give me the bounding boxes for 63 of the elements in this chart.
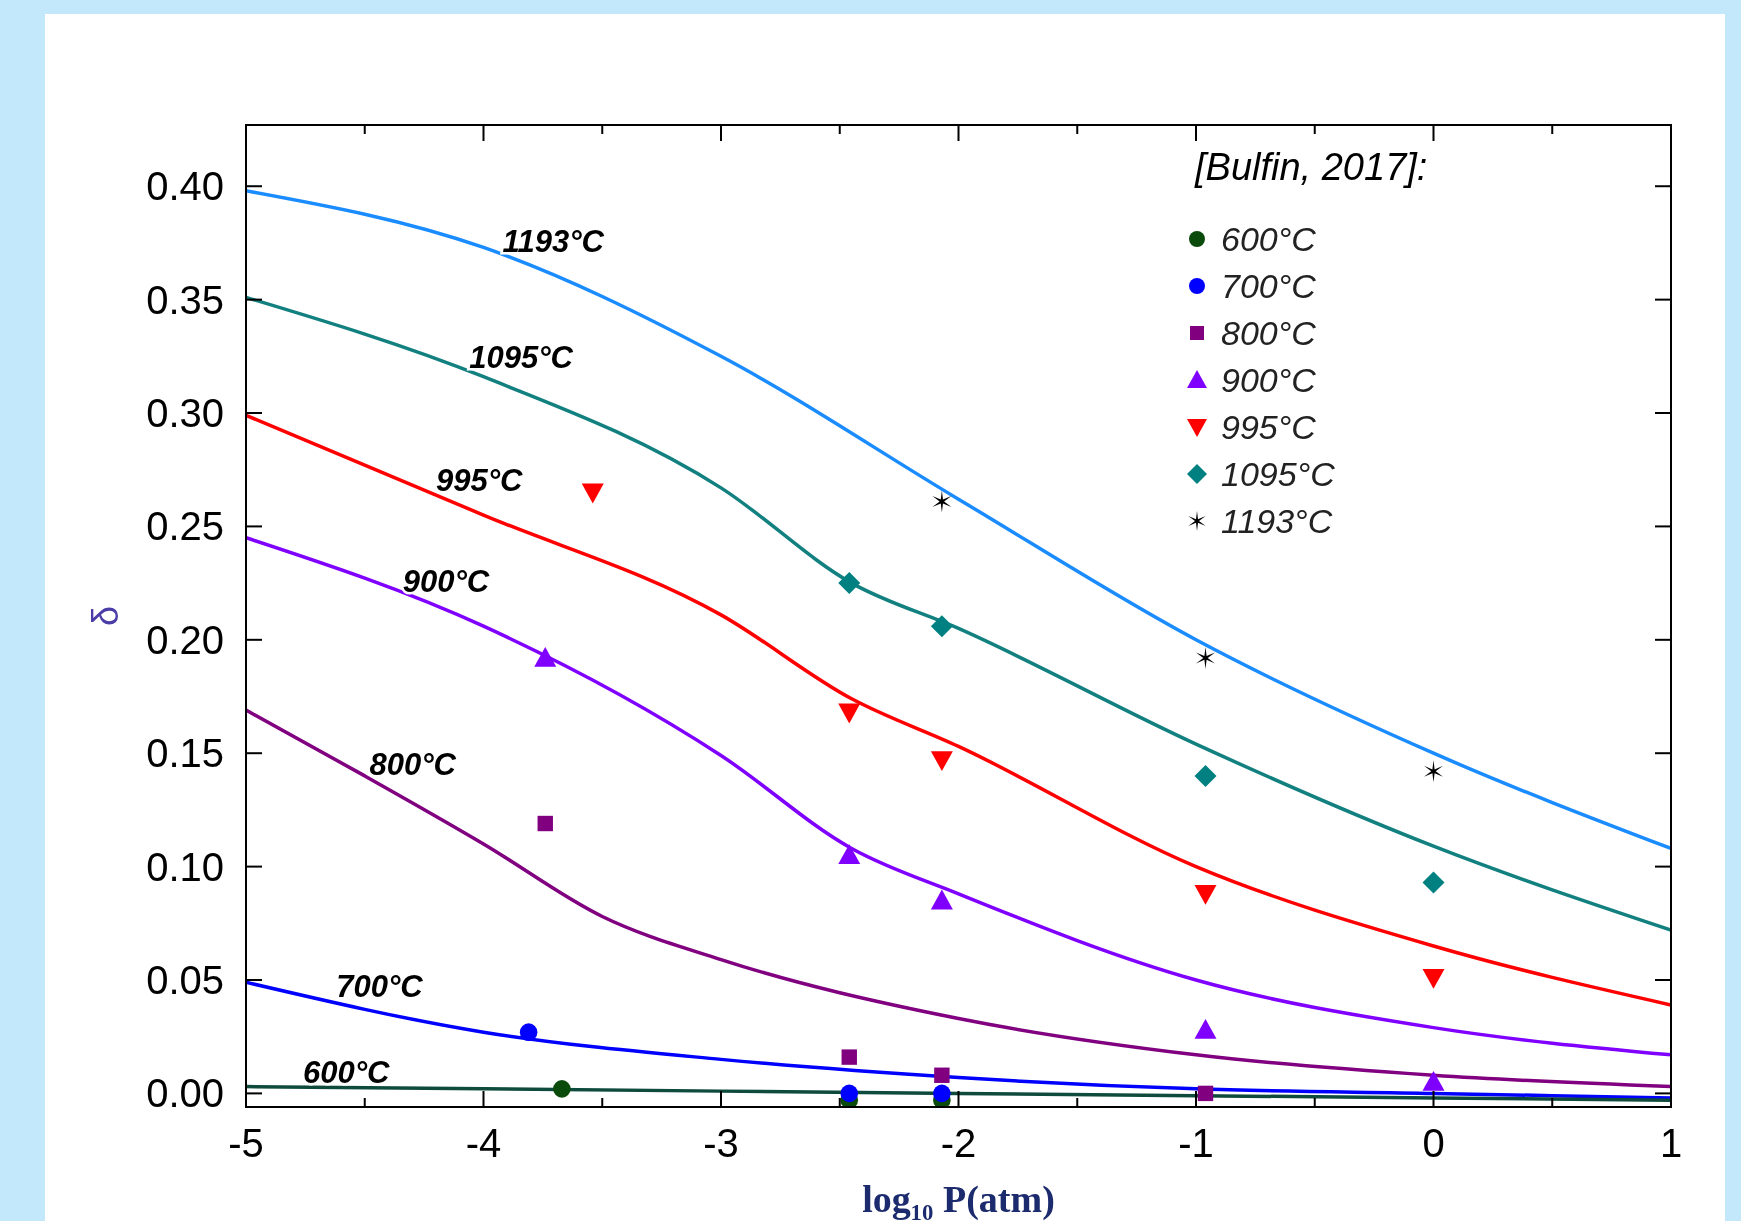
x-axis-title: log₁₀ P(atm) <box>862 1178 1055 1221</box>
annotation: 600°C <box>303 1055 391 1091</box>
point <box>553 1080 571 1098</box>
point <box>534 646 557 667</box>
x-tick-label: -1 <box>1178 1121 1214 1165</box>
x-tick-label: -4 <box>465 1121 502 1165</box>
annotation: 1095°C <box>469 339 574 375</box>
annotation: 700°C <box>336 969 424 1005</box>
point <box>930 615 953 638</box>
y-tick-label: 0.15 <box>146 731 224 776</box>
x-tick-label: -2 <box>940 1121 977 1165</box>
point <box>838 703 861 724</box>
y-tick-label: 0.25 <box>146 504 224 549</box>
legend-label: 700°C <box>1221 266 1317 305</box>
annotation: 800°C <box>369 746 457 782</box>
line-series <box>246 189 1671 851</box>
legend-label: 600°C <box>1221 219 1317 258</box>
point <box>838 844 861 865</box>
y-tick-label: 0.35 <box>146 277 224 322</box>
annotation: 1193°C <box>502 224 605 260</box>
point <box>930 751 953 772</box>
y-tick-label: 0.10 <box>146 844 224 889</box>
legend-title: [Bulfin, 2017]: <box>1194 146 1428 188</box>
line-series <box>246 708 1671 1089</box>
point <box>1423 760 1444 783</box>
point <box>1422 968 1445 989</box>
point <box>581 483 604 504</box>
point <box>1422 871 1445 894</box>
point <box>841 1049 857 1065</box>
x-tick-label: -5 <box>228 1121 264 1165</box>
y-tick-label: 0.40 <box>146 164 224 209</box>
legend-label: 1095°C <box>1221 454 1336 493</box>
line-series <box>246 1084 1671 1102</box>
legend-label: 1193°C <box>1221 501 1333 540</box>
point <box>1194 764 1217 787</box>
point <box>1195 646 1216 669</box>
legend-label: 900°C <box>1221 360 1317 399</box>
y-axis-title: δ <box>85 605 126 627</box>
legend-label: 800°C <box>1221 313 1317 352</box>
line-series <box>246 536 1671 1057</box>
y-tick-label: 0.05 <box>146 958 224 1002</box>
line-series <box>246 413 1671 1007</box>
x-tick-label: 0 <box>1422 1121 1445 1165</box>
point <box>1197 1085 1214 1102</box>
point <box>933 1084 951 1103</box>
point <box>1194 1018 1217 1039</box>
point <box>838 572 861 595</box>
y-tick-label: 0.20 <box>146 617 224 662</box>
annotation: 900°C <box>402 564 490 600</box>
legend-label: 995°C <box>1221 407 1317 446</box>
point <box>537 815 553 832</box>
point <box>932 490 952 513</box>
y-tick-label: 0.30 <box>146 391 224 436</box>
y-tick-label: 0.00 <box>146 1071 224 1116</box>
point <box>934 1067 950 1083</box>
point <box>1422 1071 1445 1091</box>
annotation: 995°C <box>436 463 524 499</box>
x-tick-label: -3 <box>703 1121 739 1165</box>
x-tick-label: 1 <box>1659 1121 1683 1165</box>
point <box>930 889 953 910</box>
point <box>1194 885 1217 905</box>
point <box>519 1023 538 1041</box>
point <box>840 1084 859 1103</box>
